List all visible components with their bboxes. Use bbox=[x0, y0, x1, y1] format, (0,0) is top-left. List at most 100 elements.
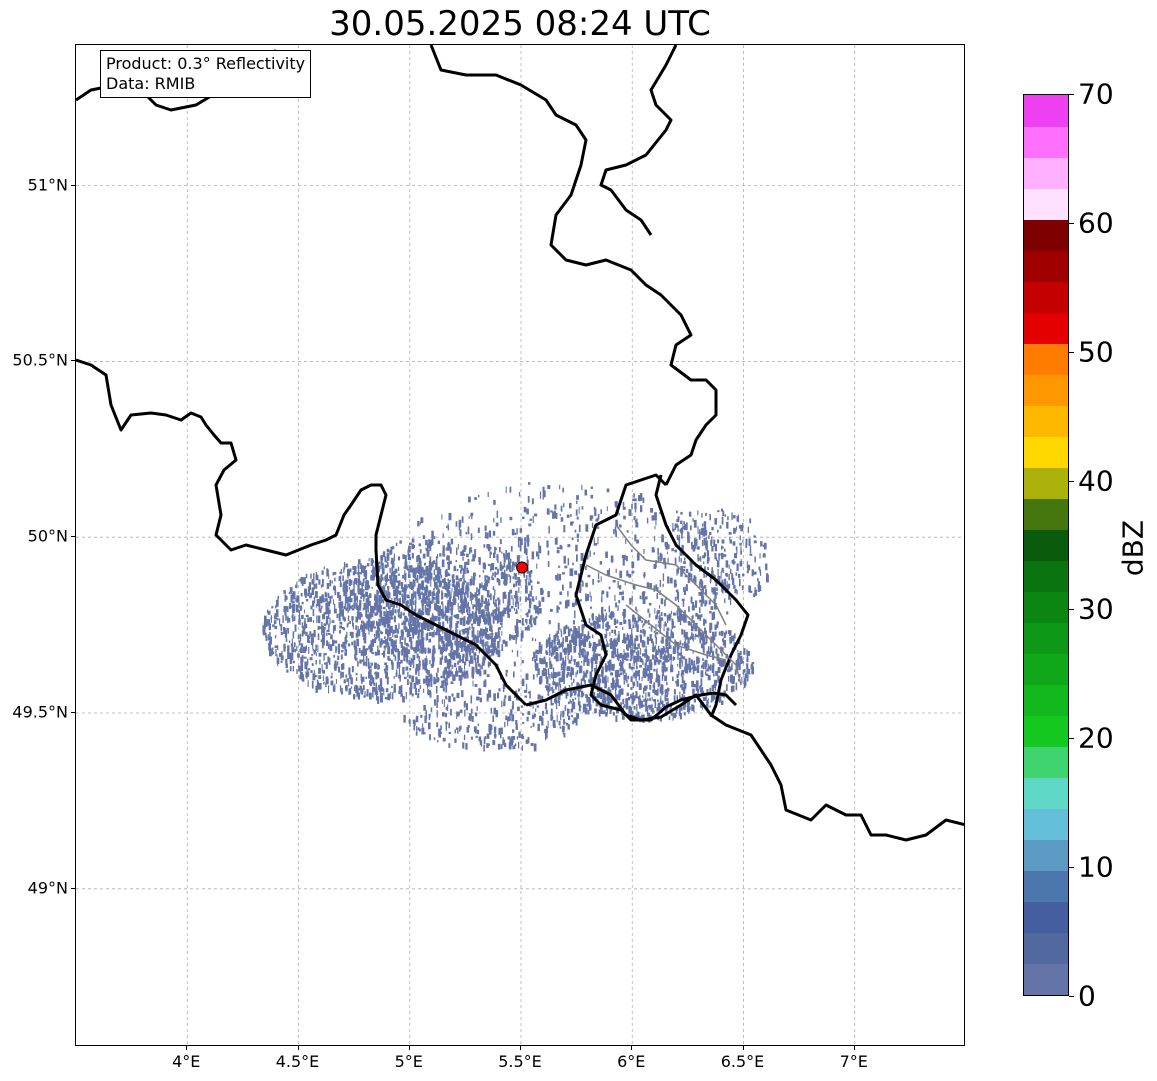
echo-pixel bbox=[484, 583, 486, 588]
echo-pixel bbox=[417, 615, 418, 621]
echo-pixel bbox=[470, 593, 473, 599]
echo-pixel bbox=[649, 664, 653, 671]
echo-pixel bbox=[595, 616, 597, 621]
echo-pixel bbox=[470, 512, 474, 516]
echo-pixel bbox=[479, 584, 483, 588]
echo-pixel bbox=[628, 705, 632, 714]
echo-pixel bbox=[365, 591, 368, 597]
echo-pixel bbox=[654, 632, 657, 638]
echo-pixel bbox=[525, 673, 529, 680]
echo-pixel bbox=[451, 642, 454, 651]
echo-pixel bbox=[366, 689, 369, 697]
echo-pixel bbox=[490, 649, 493, 653]
echo-pixel bbox=[335, 647, 337, 651]
echo-pixel bbox=[666, 614, 669, 621]
echo-pixel bbox=[551, 639, 554, 643]
echo-pixel bbox=[672, 676, 674, 682]
colorbar-tick-mark bbox=[1069, 351, 1074, 353]
echo-pixel bbox=[593, 623, 597, 630]
echo-pixel bbox=[410, 660, 412, 668]
echo-pixel bbox=[333, 655, 336, 658]
echo-pixel bbox=[353, 602, 356, 609]
echo-pixel bbox=[467, 591, 469, 598]
echo-pixel bbox=[262, 625, 265, 633]
echo-pixel bbox=[360, 625, 362, 630]
echo-pixel bbox=[496, 614, 500, 619]
echo-pixel bbox=[562, 487, 564, 493]
echo-pixel bbox=[446, 593, 448, 599]
echo-pixel bbox=[382, 640, 386, 644]
radar-map-panel[interactable] bbox=[75, 44, 965, 1046]
echo-pixel bbox=[666, 698, 669, 702]
echo-pixel bbox=[697, 657, 700, 664]
echo-pixel bbox=[429, 605, 431, 612]
echo-pixel bbox=[613, 529, 615, 535]
echo-pixel bbox=[593, 552, 595, 555]
echo-pixel bbox=[393, 676, 395, 679]
echo-pixel bbox=[642, 628, 645, 634]
echo-pixel bbox=[421, 603, 424, 611]
echo-pixel bbox=[559, 726, 562, 729]
echo-pixel bbox=[354, 593, 357, 600]
echo-pixel bbox=[385, 600, 387, 607]
echo-pixel bbox=[653, 585, 656, 592]
radar-site-marker[interactable] bbox=[516, 561, 529, 574]
echo-pixel bbox=[461, 600, 464, 606]
echo-pixel bbox=[487, 645, 490, 652]
echo-pixel bbox=[471, 648, 474, 654]
echo-pixel bbox=[305, 573, 308, 579]
echo-pixel bbox=[437, 566, 441, 575]
echo-pixel bbox=[487, 563, 490, 566]
echo-pixel bbox=[314, 591, 318, 598]
echo-pixel bbox=[498, 598, 500, 606]
echo-pixel bbox=[404, 570, 406, 576]
radar-site-dot[interactable] bbox=[516, 561, 529, 574]
echo-pixel bbox=[500, 517, 502, 523]
echo-pixel bbox=[747, 668, 751, 675]
echo-pixel bbox=[360, 568, 362, 574]
echo-pixel bbox=[535, 596, 537, 600]
echo-pixel bbox=[710, 640, 712, 648]
echo-pixel bbox=[676, 568, 678, 576]
echo-pixel bbox=[424, 732, 426, 735]
echo-pixel bbox=[662, 656, 666, 660]
echo-pixel bbox=[510, 545, 513, 552]
echo-pixel bbox=[643, 572, 645, 579]
colorbar-segment bbox=[1024, 281, 1068, 313]
echo-pixel bbox=[442, 628, 444, 634]
x-tick-mark bbox=[408, 1046, 410, 1050]
echo-pixel bbox=[392, 575, 395, 583]
echo-pixel bbox=[406, 632, 409, 638]
echo-pixel bbox=[440, 574, 443, 579]
radar-map-canvas[interactable] bbox=[76, 45, 965, 1046]
echo-pixel bbox=[418, 663, 421, 670]
echo-pixel bbox=[477, 602, 481, 610]
echo-pixel bbox=[753, 540, 757, 544]
echo-pixel bbox=[656, 707, 658, 712]
echo-pixel bbox=[318, 675, 322, 679]
echo-pixel bbox=[491, 642, 494, 648]
echo-pixel bbox=[522, 721, 525, 725]
echo-pixel bbox=[646, 517, 649, 524]
echo-pixel bbox=[351, 616, 354, 621]
echo-pixel bbox=[510, 606, 514, 609]
echo-pixel bbox=[555, 685, 557, 690]
echo-pixel bbox=[489, 623, 492, 627]
echo-pixel bbox=[300, 656, 303, 665]
echo-pixel bbox=[439, 580, 442, 586]
echo-pixel bbox=[628, 662, 630, 666]
echo-pixel bbox=[456, 625, 459, 628]
echo-pixel bbox=[528, 593, 530, 601]
echo-pixel bbox=[630, 710, 632, 717]
echo-pixel bbox=[541, 590, 544, 594]
echo-pixel bbox=[525, 585, 528, 591]
echo-pixel bbox=[731, 560, 734, 564]
echo-pixel bbox=[550, 608, 553, 612]
echo-pixel bbox=[468, 516, 470, 520]
echo-pixel bbox=[396, 672, 398, 677]
echo-pixel bbox=[417, 635, 419, 641]
echo-pixel bbox=[464, 661, 466, 670]
echo-pixel bbox=[283, 627, 286, 634]
echo-pixel bbox=[403, 594, 407, 601]
echo-pixel bbox=[709, 705, 711, 708]
